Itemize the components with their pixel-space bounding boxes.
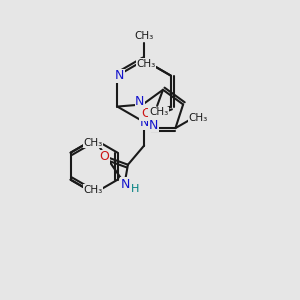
Text: N: N — [149, 119, 158, 132]
Text: CH₃: CH₃ — [189, 113, 208, 123]
Text: CH₃: CH₃ — [134, 31, 154, 41]
Text: H: H — [131, 184, 139, 194]
Text: O: O — [100, 150, 110, 163]
Text: N: N — [135, 95, 145, 108]
Text: N: N — [140, 116, 149, 129]
Text: O: O — [141, 107, 151, 120]
Text: N: N — [121, 178, 130, 191]
Text: CH₃: CH₃ — [136, 59, 156, 69]
Text: CH₃: CH₃ — [84, 138, 103, 148]
Text: CH₃: CH₃ — [149, 107, 168, 117]
Text: CH₃: CH₃ — [84, 185, 103, 195]
Text: N: N — [115, 69, 124, 82]
